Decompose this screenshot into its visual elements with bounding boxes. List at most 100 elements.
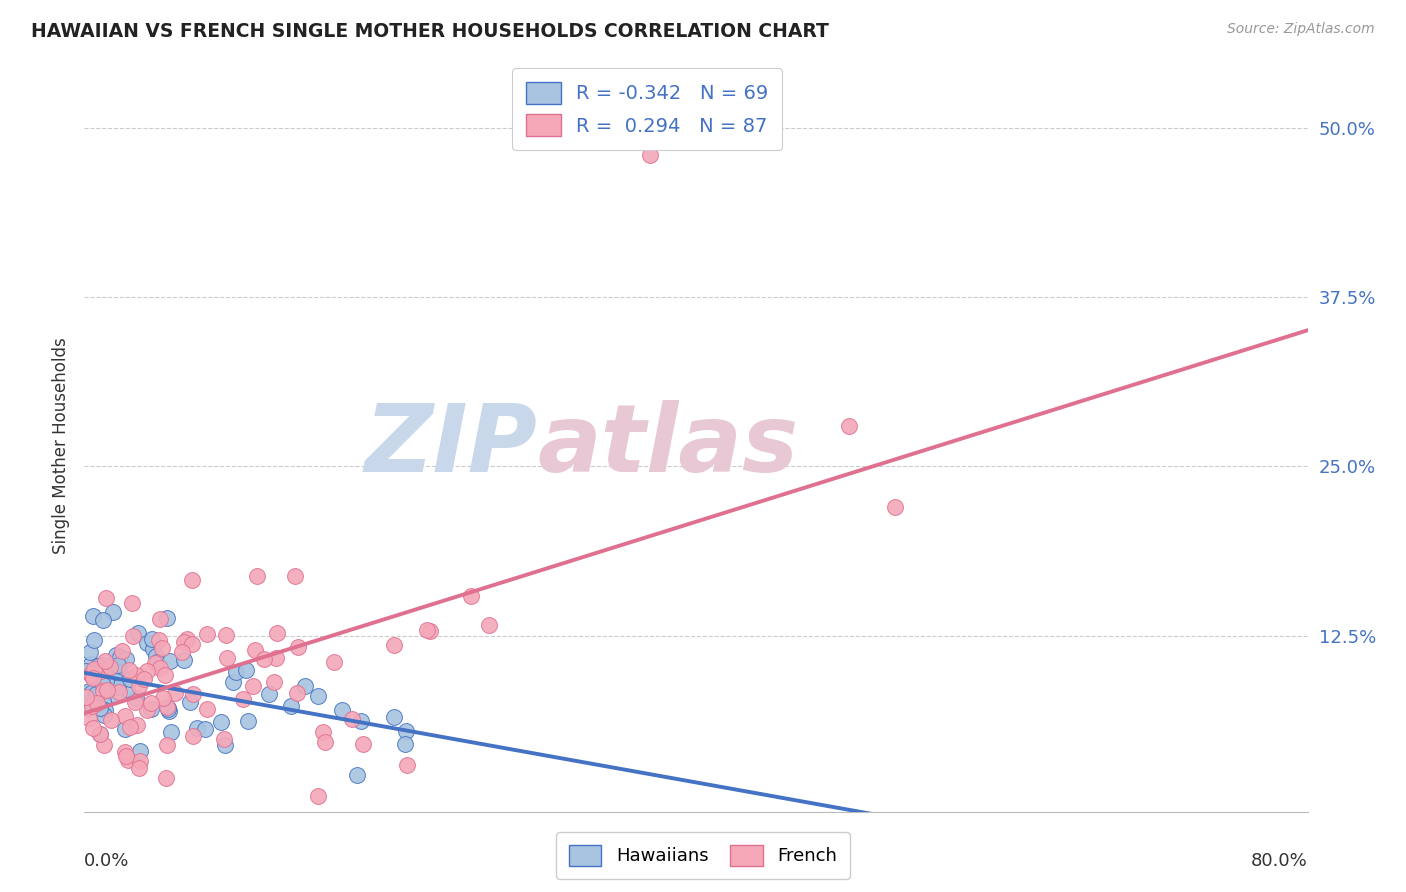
Point [121, 595, 143, 609]
Point [77, 689, 100, 703]
Point [232, 692, 254, 706]
Point [460, 589, 482, 603]
Point [149, 661, 172, 675]
Point [150, 641, 173, 656]
Point [307, 689, 329, 703]
Point [149, 612, 172, 626]
Point [111, 643, 134, 657]
Point [124, 696, 146, 710]
Text: 80.0%: 80.0% [1251, 852, 1308, 870]
Point [153, 668, 176, 682]
Point [235, 663, 257, 677]
Point [382, 710, 405, 724]
Point [93, 707, 115, 722]
Point [264, 650, 287, 665]
Point [180, 574, 202, 588]
Point [215, 650, 238, 665]
Point [103, 605, 125, 619]
Point [104, 689, 127, 703]
Point [352, 737, 374, 751]
Point [77, 684, 100, 698]
Point [195, 627, 218, 641]
Point [139, 702, 162, 716]
Point [156, 610, 179, 624]
Point [342, 712, 364, 726]
Point [96, 674, 118, 689]
Text: Source: ZipAtlas.com: Source: ZipAtlas.com [1227, 22, 1375, 37]
Point [225, 665, 247, 679]
Point [419, 624, 441, 638]
Point [83, 662, 105, 676]
Point [195, 702, 218, 716]
Point [107, 685, 129, 699]
Point [280, 699, 302, 714]
Point [287, 640, 309, 655]
Point [155, 771, 177, 785]
Point [91, 678, 114, 692]
Point [263, 674, 285, 689]
Point [86, 696, 108, 710]
Point [118, 720, 141, 734]
Point [396, 758, 419, 772]
Point [91, 694, 114, 708]
Point [82, 721, 104, 735]
Point [98, 659, 121, 673]
Point [114, 722, 136, 736]
Point [110, 649, 132, 664]
Point [125, 668, 148, 682]
Point [214, 738, 236, 752]
Text: HAWAIIAN VS FRENCH SINGLE MOTHER HOUSEHOLDS CORRELATION CHART: HAWAIIAN VS FRENCH SINGLE MOTHER HOUSEHO… [31, 22, 828, 41]
Point [179, 695, 201, 709]
Point [314, 735, 336, 749]
Point [181, 729, 204, 743]
Point [160, 724, 183, 739]
Point [157, 704, 180, 718]
Point [395, 723, 418, 738]
Point [100, 713, 122, 727]
Point [80, 667, 103, 681]
Legend: R = -0.342   N = 69, R =  0.294   N = 87: R = -0.342 N = 69, R = 0.294 N = 87 [512, 68, 782, 150]
Point [94, 591, 117, 606]
Point [96, 682, 118, 697]
Point [121, 629, 143, 643]
Point [222, 675, 245, 690]
Point [394, 737, 416, 751]
Point [117, 753, 139, 767]
Point [94, 703, 117, 717]
Point [176, 632, 198, 646]
Point [129, 744, 152, 758]
Point [266, 626, 288, 640]
Point [127, 717, 149, 731]
Point [135, 664, 157, 678]
Point [107, 680, 129, 694]
Point [89, 727, 111, 741]
Point [84, 687, 107, 701]
Point [82, 698, 104, 713]
Point [194, 722, 217, 736]
Point [311, 725, 333, 739]
Point [180, 637, 202, 651]
Point [148, 632, 170, 647]
Point [87, 684, 110, 698]
Point [125, 690, 148, 705]
Point [91, 613, 114, 627]
Point [163, 686, 186, 700]
Point [107, 658, 129, 673]
Text: ZIP: ZIP [364, 400, 537, 492]
Point [79, 645, 101, 659]
Point [215, 628, 238, 642]
Point [307, 789, 329, 804]
Point [82, 671, 104, 685]
Point [114, 708, 136, 723]
Point [330, 704, 353, 718]
Point [117, 681, 139, 696]
Point [294, 679, 316, 693]
Point [883, 500, 905, 514]
Point [838, 418, 860, 433]
Point [94, 654, 117, 668]
Point [93, 683, 115, 698]
Point [246, 569, 269, 583]
Point [127, 626, 149, 640]
Point [82, 608, 104, 623]
Point [159, 654, 181, 668]
